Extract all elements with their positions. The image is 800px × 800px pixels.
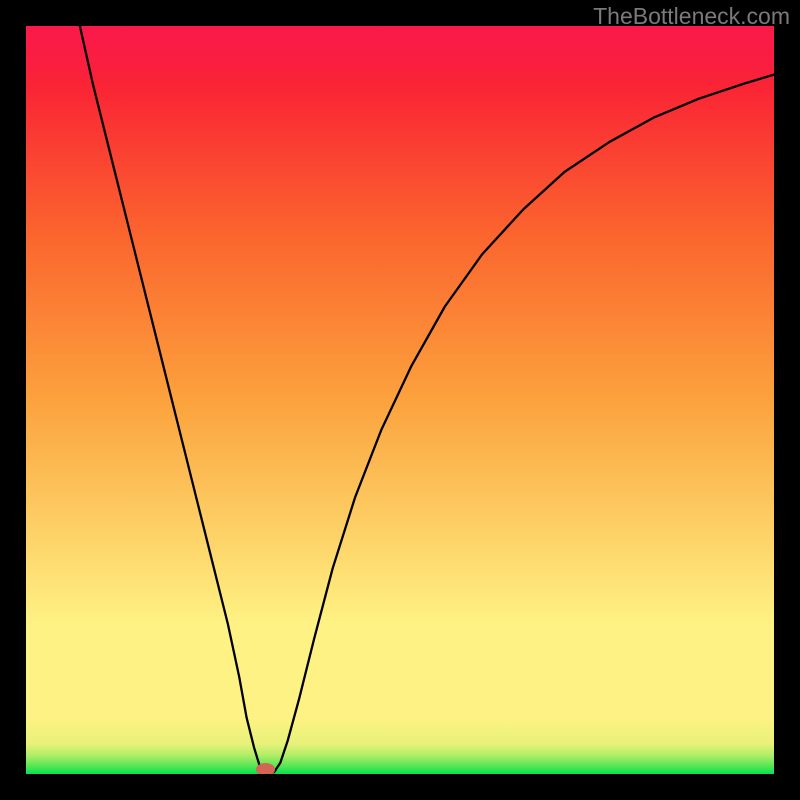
bottleneck-curve	[26, 26, 774, 774]
chart-container: TheBottleneck.com	[0, 0, 800, 800]
minimum-marker	[256, 763, 275, 774]
plot-area	[26, 26, 774, 774]
